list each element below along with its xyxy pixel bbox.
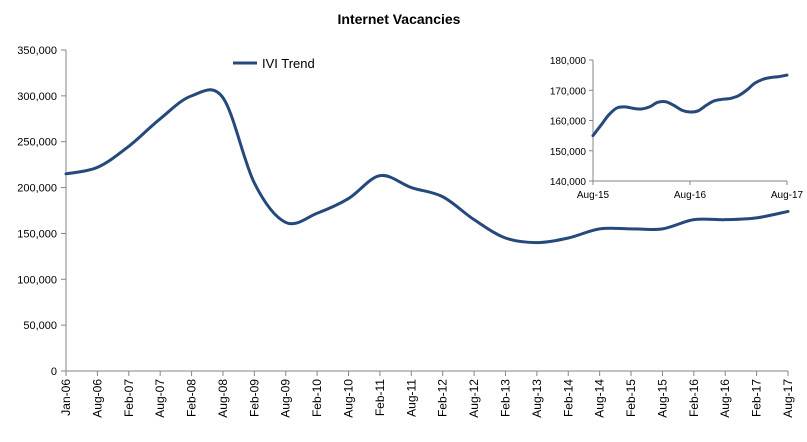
- x-tick-label: Feb-08: [185, 379, 199, 417]
- inset-plot-area: 140,000 150,000 160,000 170,000 180,000 Aug-1…: [550, 56, 804, 201]
- y-tick-label: 100,000: [17, 274, 57, 286]
- inset-y-tick-label: 150,000: [550, 147, 587, 158]
- inset-y-tick-label: 160,000: [550, 117, 587, 128]
- inset-x-tick-label: Aug-16: [674, 190, 707, 201]
- y-tick-label: 200,000: [17, 183, 57, 195]
- legend-label: IVI Trend: [262, 56, 315, 71]
- chart-title: Internet Vacancies: [338, 11, 461, 27]
- x-tick-label: Aug-08: [216, 379, 230, 418]
- x-tick-label: Aug-16: [718, 379, 732, 418]
- legend: IVI Trend: [233, 56, 315, 71]
- series-line-ivi-trend: [66, 90, 788, 243]
- x-tick-label: Feb-07: [122, 379, 136, 417]
- y-tick-label: 50,000: [23, 320, 57, 332]
- x-tick-label: Feb-12: [436, 379, 450, 417]
- y-tick-label: 300,000: [17, 91, 57, 103]
- x-tick-label: Aug-12: [467, 379, 481, 418]
- y-tick-label: 250,000: [17, 137, 57, 149]
- inset-y-tick-label: 140,000: [550, 177, 587, 188]
- x-tick-label: Feb-10: [310, 379, 324, 417]
- x-tick-label: Feb-09: [247, 379, 261, 417]
- x-tick-label: Feb-13: [498, 379, 512, 417]
- x-tick-label: Aug-14: [593, 379, 607, 418]
- x-tick-label: Aug-11: [404, 379, 418, 417]
- y-tick-label: 350,000: [17, 45, 57, 57]
- x-tick-label: Aug-07: [153, 379, 167, 418]
- inset-y-tick-label: 180,000: [550, 56, 587, 67]
- x-tick-label: Aug-10: [342, 379, 356, 418]
- y-tick-label: 150,000: [17, 228, 57, 240]
- x-tick-label: Jan-06: [59, 379, 73, 416]
- x-tick-label: Feb-16: [687, 379, 701, 417]
- x-tick-label: Feb-11: [373, 379, 387, 416]
- inset-x-tick-label: Aug-15: [577, 190, 610, 201]
- x-tick-label: Aug-06: [90, 379, 104, 418]
- x-tick-label: Aug-15: [655, 379, 669, 418]
- x-tick-label: Aug-13: [530, 379, 544, 418]
- x-tick-label: Aug-09: [279, 379, 293, 418]
- inset-series-line: [593, 75, 787, 136]
- x-tick-label: Aug-17: [781, 379, 795, 418]
- x-tick-label: Feb-14: [561, 379, 575, 417]
- inset-y-tick-label: 170,000: [550, 86, 587, 97]
- inset-x-tick-label: Aug-17: [771, 190, 804, 201]
- x-tick-label: Feb-17: [750, 379, 764, 417]
- main-plot-area: 0 50,000 100,000 150,000 200,000 250,000 300,0…: [17, 45, 795, 418]
- y-tick-label: 0: [51, 366, 57, 378]
- x-tick-label: Feb-15: [624, 379, 638, 417]
